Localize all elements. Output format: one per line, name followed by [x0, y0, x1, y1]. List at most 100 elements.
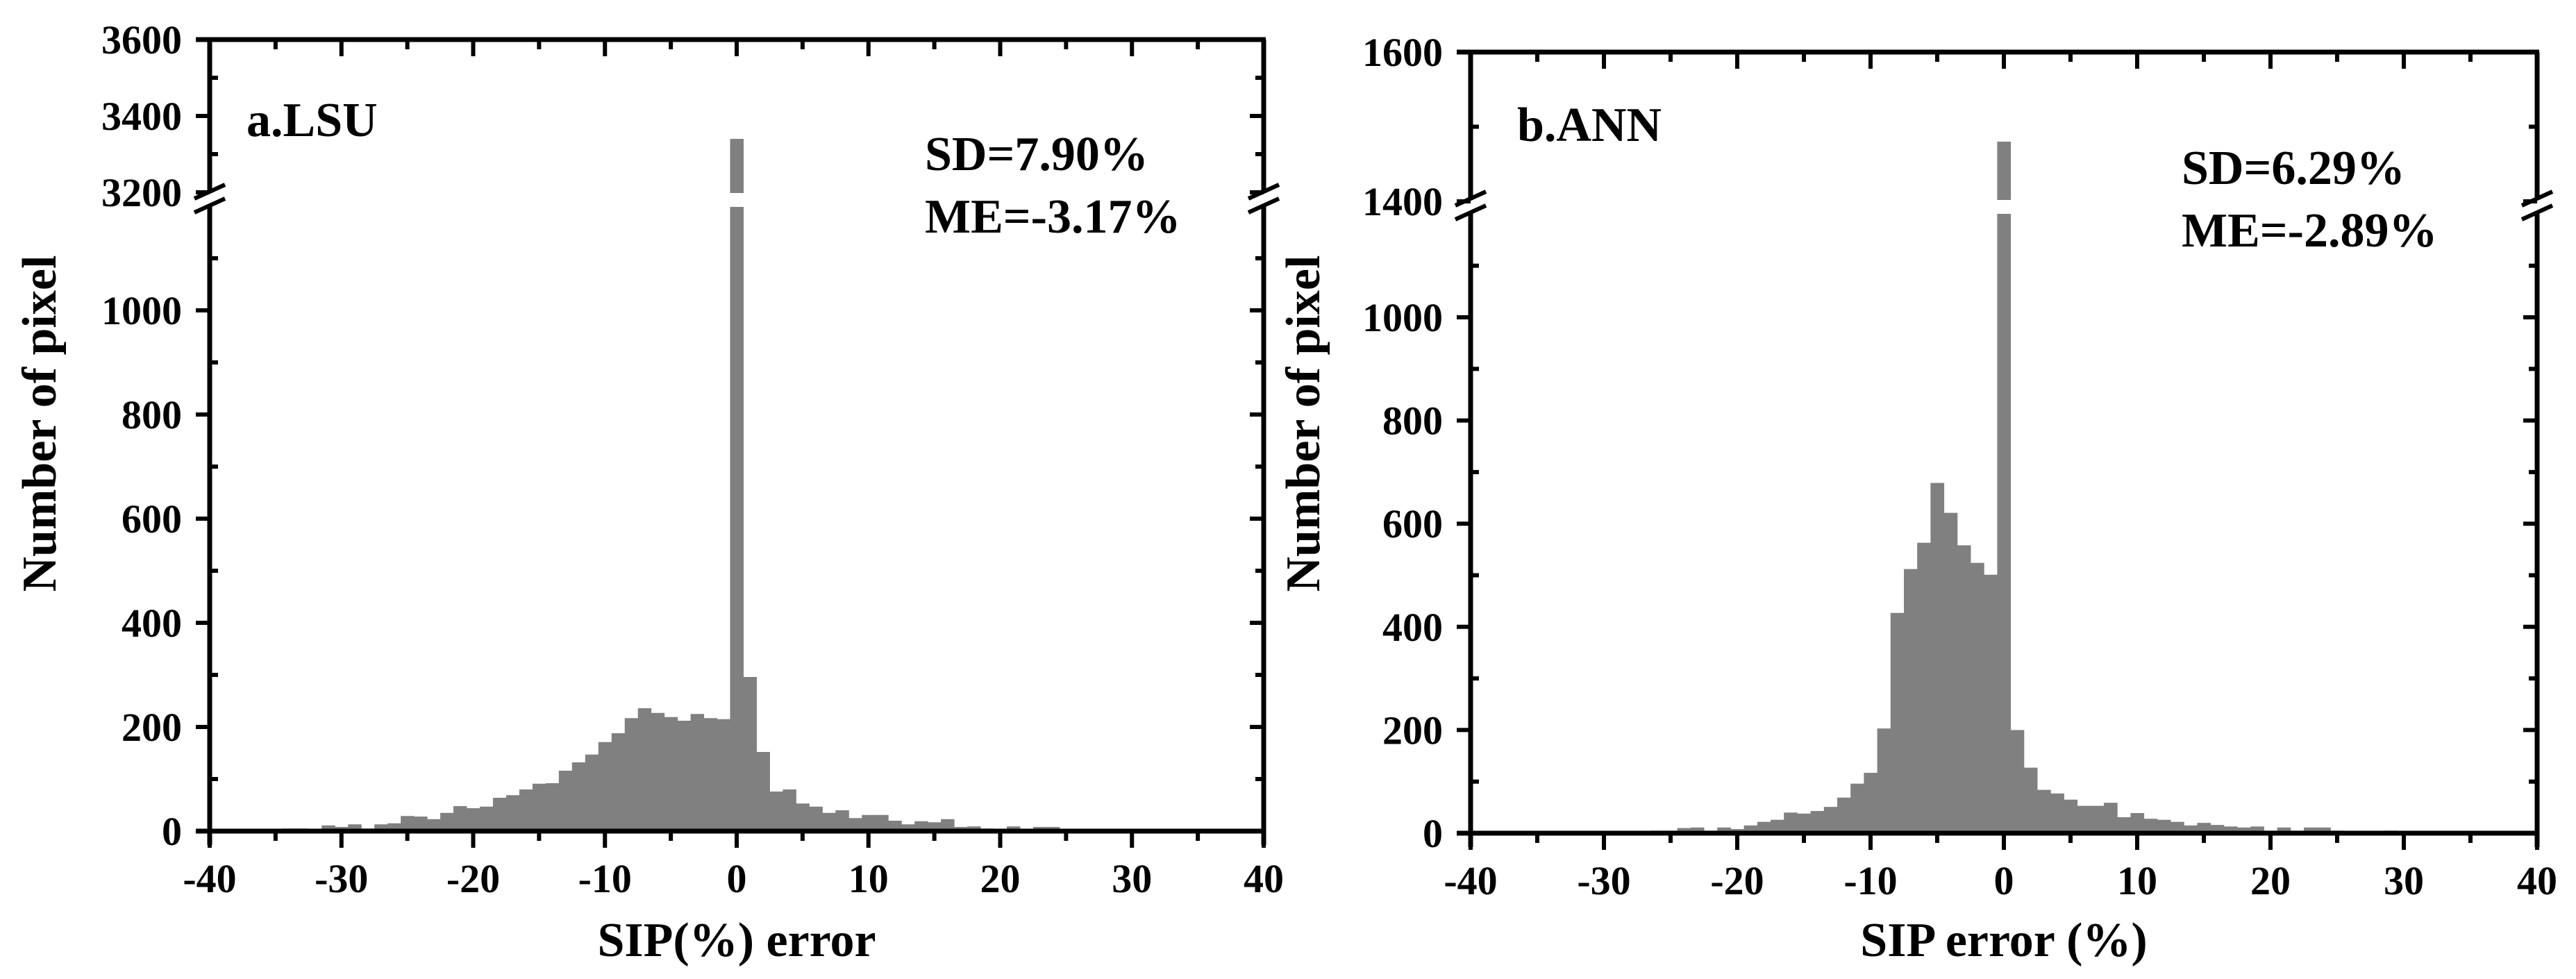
histogram-bar — [2210, 825, 2225, 833]
histogram-bar — [387, 823, 401, 831]
histogram-bar — [2037, 789, 2051, 833]
histogram-bar — [2277, 827, 2291, 833]
histogram-bar — [611, 733, 626, 831]
histogram-bar — [2050, 793, 2064, 833]
histogram-bar — [796, 803, 810, 831]
histogram-bar-upper — [1997, 142, 2012, 200]
histogram-bar — [505, 795, 520, 831]
histogram-bar-upper — [730, 139, 744, 193]
histogram-bar — [492, 798, 507, 831]
histogram-bar — [1850, 783, 1864, 833]
y-tick-label: 1000 — [1362, 295, 1443, 340]
x-tick-label: -30 — [315, 856, 368, 901]
histogram-bar — [690, 714, 705, 831]
histogram-bar — [519, 789, 533, 831]
y-tick-label: 3200 — [101, 170, 182, 215]
histogram-bar — [2304, 827, 2318, 833]
panel-label: a.LSU — [246, 94, 378, 147]
histogram-bar — [2130, 813, 2145, 833]
y-tick-label: 1000 — [101, 288, 182, 333]
x-tick-label: 20 — [980, 856, 1021, 901]
histogram-bar — [2197, 823, 2211, 833]
histogram-bar — [1904, 569, 1918, 833]
histogram-bar — [532, 783, 546, 831]
histogram-bar — [2143, 819, 2158, 833]
histogram-bar — [348, 824, 362, 831]
histogram-bar — [479, 806, 494, 831]
histogram-bar — [1757, 821, 1771, 833]
histogram-bar — [875, 814, 889, 831]
x-tick-label: -10 — [1843, 858, 1897, 903]
y-tick-label: 1400 — [1362, 179, 1443, 224]
x-axis-tick-labels: -40 -30 -20 -10 0 10 20 30 40 — [1444, 858, 2557, 903]
histogram-bar — [427, 819, 441, 831]
histogram-bar — [2223, 826, 2238, 833]
x-axis-title: SIP(%) error — [597, 914, 876, 967]
y-axis-title: Number of pixel — [1277, 256, 1330, 592]
histogram-bar — [2171, 821, 2184, 833]
histogram-bar — [1784, 812, 1798, 833]
x-tick-label: 30 — [1112, 856, 1152, 901]
histogram-bar — [888, 821, 902, 831]
histogram-bar — [756, 752, 770, 831]
histogram-bar — [2250, 826, 2264, 833]
histogram-bar — [848, 818, 862, 831]
y-tick-label: 1600 — [1362, 30, 1443, 75]
histogram-bar — [2237, 827, 2251, 833]
histogram-bar — [1997, 214, 2012, 833]
y-tick-label: 3400 — [101, 94, 182, 139]
histogram-bar — [651, 712, 665, 831]
x-tick-label: 10 — [848, 856, 889, 901]
y-tick-label: 0 — [1423, 811, 1443, 856]
sd-annotation: SD=6.29% — [2182, 142, 2405, 195]
histogram-bar — [1717, 827, 1731, 833]
histogram-bar — [545, 783, 560, 831]
x-tick-label: -20 — [1710, 858, 1764, 903]
y-tick-label: 600 — [122, 496, 182, 542]
panel-label: b.ANN — [1517, 99, 1662, 152]
y-axis-tick-labels: 0 200 400 600 800 1000 3200 3400 3600 — [101, 17, 182, 854]
y-tick-label: 800 — [1382, 399, 1443, 444]
histogram-bar — [2104, 803, 2118, 833]
histogram-bar — [585, 754, 599, 831]
histogram-bar — [2317, 827, 2331, 833]
histogram-bar — [2064, 799, 2078, 833]
histogram-bar — [624, 718, 639, 831]
axes — [193, 37, 1280, 845]
x-tick-label: -40 — [1444, 858, 1497, 903]
x-tick-label: -20 — [446, 856, 500, 901]
histogram-bar — [440, 812, 454, 831]
histogram-bar — [1984, 574, 1998, 833]
histogram-bar — [467, 808, 480, 831]
histogram-bar — [453, 806, 467, 831]
y-axis-ticks — [196, 37, 1264, 833]
histogram-bar — [835, 810, 849, 831]
me-annotation: ME=-2.89% — [2182, 204, 2437, 258]
y-axis-ticks — [1457, 50, 2537, 835]
histogram-bar — [809, 806, 823, 831]
histogram-bar — [374, 824, 388, 831]
histogram-bar — [1877, 728, 1891, 833]
y-tick-label: 200 — [122, 705, 182, 750]
y-axis-title: Number of pixel — [13, 256, 67, 592]
x-tick-label: 0 — [727, 856, 747, 901]
y-tick-label: 3600 — [101, 17, 182, 62]
histogram-bar — [914, 821, 928, 831]
histogram-bar — [941, 819, 955, 831]
x-tick-label: 40 — [1244, 856, 1284, 901]
x-tick-label: 0 — [1994, 858, 2014, 903]
histogram-bar — [664, 717, 678, 831]
x-tick-label: -40 — [183, 856, 236, 901]
histogram-bar — [1743, 825, 1758, 833]
y-tick-label: 600 — [1382, 501, 1443, 546]
histogram-bar — [743, 677, 757, 831]
histogram-bar — [1890, 612, 1905, 833]
y-tick-label: 400 — [122, 601, 182, 646]
histogram-bar — [558, 771, 573, 831]
histogram-bar — [1690, 827, 1705, 833]
histogram-bar — [2010, 730, 2025, 833]
histogram-bar — [571, 762, 586, 831]
histogram-bar — [414, 817, 428, 831]
histogram-bar — [2090, 805, 2105, 833]
